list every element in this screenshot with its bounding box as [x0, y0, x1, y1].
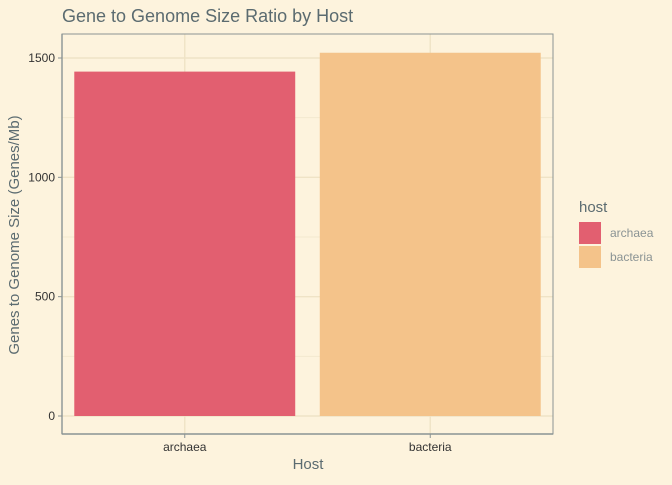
- legend-swatch-bacteria: [579, 246, 601, 268]
- y-axis-title: Genes to Genome Size (Genes/Mb): [6, 115, 23, 354]
- y-tick-label-2: 1000: [28, 170, 55, 184]
- legend-label-bacteria: bacteria: [610, 250, 653, 264]
- bars-layer: [74, 52, 541, 417]
- y-tick-label-1: 500: [35, 290, 55, 304]
- axes-layer: [61, 33, 554, 435]
- x-tick-label-0: archaea: [163, 440, 207, 454]
- legend-title: host: [579, 199, 608, 216]
- ticks-layer: 0 500 1000 1500 archaea bacteria: [28, 51, 452, 454]
- y-tick-label-0: 0: [48, 409, 55, 423]
- y-tick-label-3: 1500: [28, 51, 55, 65]
- legend-swatch-archaea: [579, 222, 601, 244]
- x-axis-title: Host: [293, 456, 325, 473]
- bar-bacteria: [319, 52, 541, 417]
- legend-items: archaea bacteria: [579, 222, 654, 268]
- legend-label-archaea: archaea: [610, 226, 654, 240]
- x-tick-label-1: bacteria: [409, 440, 452, 454]
- legend: host archaea bacteria: [579, 199, 654, 268]
- bar-archaea: [74, 71, 296, 416]
- chart-title: Gene to Genome Size Ratio by Host: [62, 6, 353, 26]
